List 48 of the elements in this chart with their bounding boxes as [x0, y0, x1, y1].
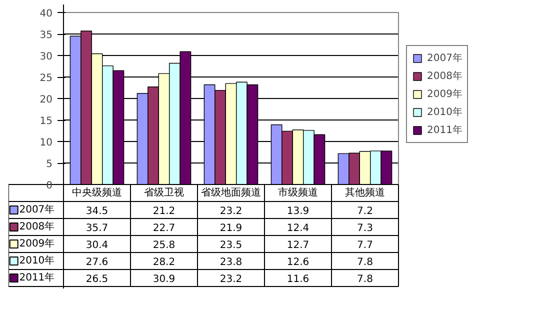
y-tick-label: 15 — [40, 116, 53, 127]
y-tick-label: 10 — [40, 138, 53, 148]
y-tick-label: 40 — [40, 8, 53, 20]
y-tick-label: 20 — [40, 94, 53, 106]
data-label: 30.9 — [152, 274, 176, 285]
data-label: 28.2 — [152, 257, 176, 268]
data-label: 12.4 — [286, 223, 310, 234]
legend-label: 2008年 — [19, 220, 55, 232]
text: 2011年 — [19, 272, 55, 284]
legend-label: 2011年 — [427, 124, 462, 137]
text: 2007年 — [427, 53, 462, 64]
data-label: 11.6 — [286, 274, 310, 285]
data-label: 30.4 — [86, 240, 108, 251]
legend-label: 2010年 — [427, 106, 462, 119]
data-label: 13.9 — [286, 206, 310, 217]
text: 2009年 — [19, 238, 55, 250]
x-tick-label: 省级卫视 — [144, 186, 184, 198]
data-label: 23.2 — [220, 206, 242, 217]
data-label: 26.5 — [86, 274, 108, 285]
data-label: 7.8 — [357, 257, 373, 268]
data-label: 7.7 — [357, 240, 373, 251]
data-label: 7.3 — [357, 223, 373, 234]
data-label: 7.8 — [357, 274, 373, 285]
y-tick-label: 5 — [46, 159, 53, 170]
data-label: 35.7 — [86, 223, 108, 234]
y-tick-label: 30 — [40, 52, 53, 62]
x-tick-label: 省级地面频道 — [201, 186, 261, 198]
data-label: 22.7 — [152, 223, 176, 234]
data-label: 23.2 — [220, 274, 242, 285]
data-label: 21.9 — [220, 223, 242, 234]
data-label: 21.2 — [152, 206, 176, 217]
x-tick-label: 中央级频道 — [72, 186, 122, 198]
text: 2010年 — [19, 256, 55, 266]
y-tick-label: 25 — [40, 73, 53, 84]
text: 2008年 — [427, 71, 462, 82]
x-tick-label: 其他频道 — [345, 186, 385, 198]
data-label: 23.5 — [220, 240, 242, 251]
data-label: 12.7 — [286, 240, 310, 251]
data-label: 23.8 — [220, 257, 242, 268]
legend-label: 2009年 — [427, 88, 462, 101]
legend-label: 2007年 — [19, 204, 55, 216]
data-label: 34.5 — [86, 206, 108, 217]
data-label: 25.8 — [152, 240, 176, 251]
y-tick-label: 35 — [40, 30, 53, 41]
x-tick-label: 市级频道 — [278, 186, 318, 198]
data-label: 7.2 — [357, 206, 373, 217]
data-label: 12.6 — [286, 257, 310, 268]
data-label: 27.6 — [86, 257, 108, 268]
